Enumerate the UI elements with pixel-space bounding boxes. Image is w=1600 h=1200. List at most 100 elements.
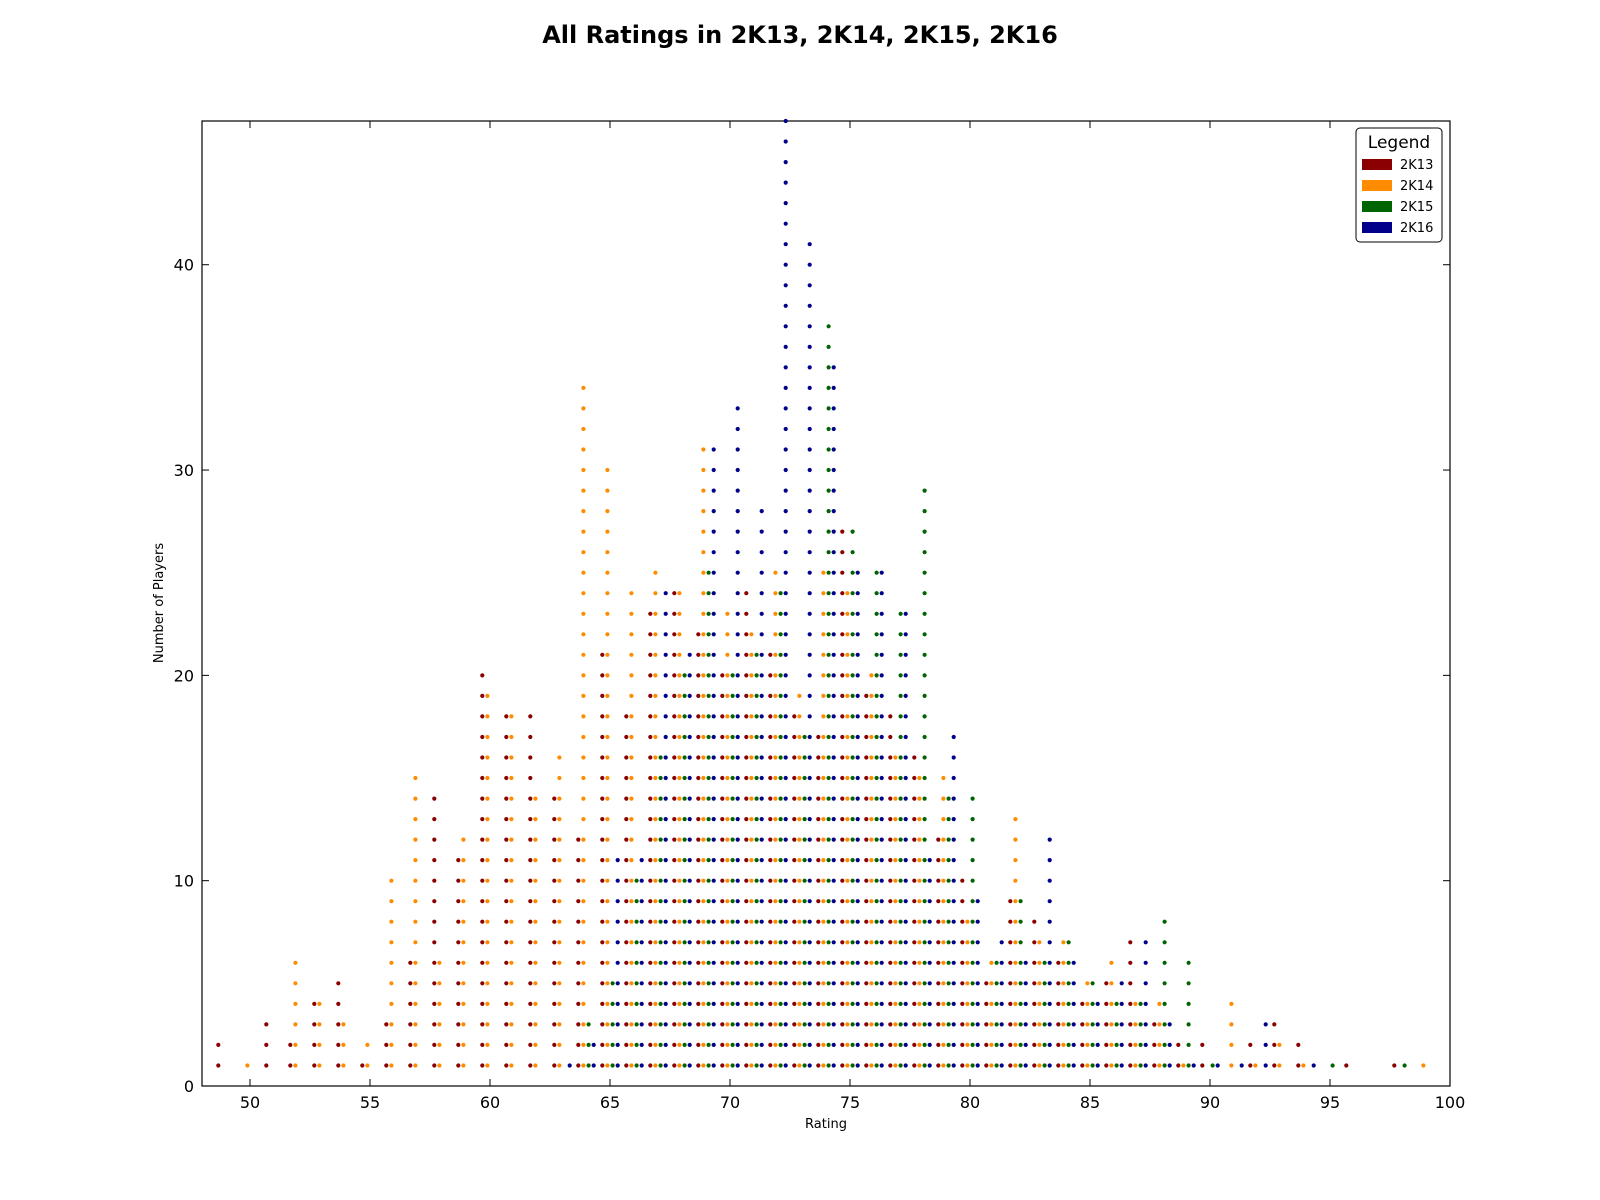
data-point: [687, 1022, 692, 1027]
data-point: [970, 981, 975, 986]
data-point: [831, 899, 836, 904]
data-point: [461, 940, 466, 945]
data-point: [1061, 1063, 1066, 1068]
data-point: [816, 1001, 821, 1007]
data-point: [480, 673, 485, 678]
data-point: [600, 652, 605, 657]
data-point: [951, 919, 956, 924]
data-point: [456, 1042, 461, 1047]
data-point: [893, 1063, 898, 1068]
data-point: [826, 488, 831, 493]
data-point: [879, 632, 884, 637]
data-point: [869, 1063, 874, 1068]
data-point: [744, 1001, 749, 1007]
data-point: [879, 673, 884, 678]
data-point: [898, 940, 903, 945]
data-point: [701, 1001, 706, 1007]
data-point: [735, 529, 740, 534]
data-point: [816, 775, 821, 781]
data-point: [759, 1022, 764, 1027]
data-point: [783, 796, 788, 801]
data-point: [893, 981, 898, 986]
data-point: [749, 899, 754, 904]
data-point: [672, 775, 677, 781]
data-point: [629, 817, 634, 822]
data-point: [586, 1042, 591, 1047]
data-point: [783, 201, 788, 206]
data-point: [759, 796, 764, 801]
data-point: [855, 878, 860, 883]
data-point: [576, 919, 581, 924]
data-point: [951, 1022, 956, 1027]
data-point: [682, 858, 687, 863]
data-point: [783, 1042, 788, 1047]
data-point: [687, 775, 692, 781]
data-point: [826, 960, 831, 965]
data-point: [658, 775, 663, 781]
data-point: [711, 1063, 716, 1068]
data-point: [999, 960, 1004, 965]
data-point: [677, 919, 682, 924]
data-point: [605, 529, 610, 534]
data-point: [807, 837, 812, 842]
data-point: [432, 1042, 437, 1047]
data-point: [893, 858, 898, 863]
data-point: [696, 858, 701, 863]
data-point: [653, 858, 658, 863]
data-point: [485, 734, 490, 740]
data-point: [528, 817, 533, 822]
data-point: [634, 899, 639, 904]
data-point: [936, 899, 941, 904]
data-point: [792, 919, 797, 924]
data-point: [821, 570, 826, 575]
data-point: [874, 940, 879, 945]
data-point: [821, 899, 826, 904]
data-point: [648, 1042, 653, 1047]
data-point: [864, 899, 869, 904]
data-point: [610, 981, 615, 986]
data-point: [1186, 1001, 1191, 1007]
data-point: [797, 1022, 802, 1027]
data-point: [807, 447, 812, 452]
data-point: [634, 1001, 639, 1007]
data-point: [840, 878, 845, 883]
data-point: [711, 755, 716, 760]
data-point: [1013, 899, 1018, 904]
data-point: [912, 899, 917, 904]
data-point: [504, 1022, 509, 1027]
data-point: [605, 1022, 610, 1027]
data-point: [879, 611, 884, 616]
data-point: [826, 940, 831, 945]
data-point: [797, 878, 802, 883]
data-point: [936, 1001, 941, 1007]
data-point: [778, 591, 783, 596]
data-point: [648, 878, 653, 883]
data-point: [735, 447, 740, 452]
data-point: [216, 1042, 221, 1047]
data-point: [989, 981, 994, 986]
data-point: [759, 611, 764, 616]
data-point: [783, 652, 788, 657]
data-point: [509, 755, 514, 760]
data-point: [1143, 1001, 1148, 1007]
data-point: [864, 755, 869, 760]
data-point: [965, 1063, 970, 1068]
data-point: [533, 796, 538, 801]
data-point: [783, 817, 788, 822]
data-point: [946, 899, 951, 904]
data-point: [1296, 1042, 1301, 1047]
data-point: [917, 878, 922, 883]
data-point: [792, 899, 797, 904]
data-point: [807, 550, 812, 555]
data-point: [946, 837, 951, 842]
data-point: [831, 775, 836, 781]
data-point: [951, 940, 956, 945]
data-point: [759, 550, 764, 555]
data-point: [1013, 1001, 1018, 1007]
data-point: [802, 981, 807, 986]
data-point: [759, 570, 764, 575]
data-point: [600, 1022, 605, 1027]
data-point: [533, 1042, 538, 1047]
data-point: [912, 858, 917, 863]
data-point: [1109, 981, 1114, 986]
